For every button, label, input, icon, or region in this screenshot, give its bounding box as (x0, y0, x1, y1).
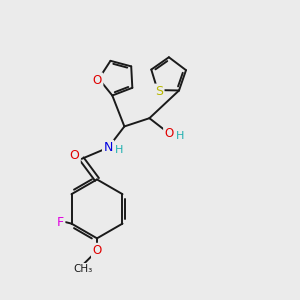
Text: CH₃: CH₃ (74, 264, 93, 274)
Text: F: F (57, 216, 64, 229)
Text: O: O (164, 127, 174, 140)
Text: S: S (155, 85, 163, 98)
Text: H: H (115, 145, 124, 155)
Text: N: N (103, 141, 113, 154)
Text: H: H (176, 131, 184, 141)
Text: O: O (92, 244, 102, 257)
Text: O: O (69, 149, 79, 162)
Text: O: O (93, 74, 102, 87)
